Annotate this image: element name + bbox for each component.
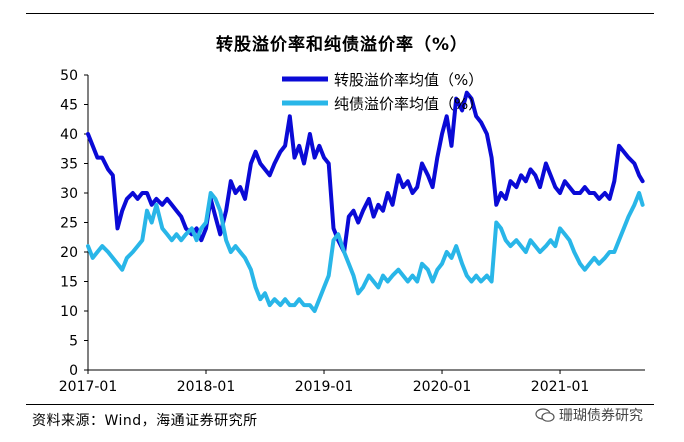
y-tick-label: 35 bbox=[60, 157, 78, 173]
watermark: 珊瑚债券研究 bbox=[535, 405, 643, 425]
legend-item-1: 转股溢价率均值（%） bbox=[282, 71, 483, 89]
x-tick-label: 2017-01 bbox=[59, 379, 118, 395]
y-tick-label: 15 bbox=[60, 275, 78, 291]
y-tick-label: 0 bbox=[69, 363, 78, 379]
x-axis-ticks: 2017-01 2018-01 2019-01 2020-01 2021-01 bbox=[59, 370, 590, 395]
legend-item-2: 纯债溢价率均值（%） bbox=[282, 95, 483, 113]
top-rule bbox=[26, 13, 654, 14]
y-tick-label: 50 bbox=[60, 68, 78, 84]
x-tick-label: 2020-01 bbox=[413, 379, 472, 395]
watermark-text: 珊瑚债券研究 bbox=[559, 408, 643, 424]
y-tick-label: 40 bbox=[60, 127, 78, 143]
wechat-icon bbox=[535, 408, 555, 422]
y-tick-label: 30 bbox=[60, 186, 78, 202]
y-tick-label: 10 bbox=[60, 304, 78, 320]
y-axis-ticks: 0 5 10 15 20 25 30 35 40 45 50 bbox=[60, 68, 88, 379]
x-tick-label: 2019-01 bbox=[295, 379, 354, 395]
y-tick-label: 5 bbox=[69, 334, 78, 350]
axes bbox=[87, 75, 645, 371]
bottom-rule bbox=[26, 404, 654, 405]
series-line-1 bbox=[86, 90, 645, 254]
source-note: 资料来源：Wind，海通证券研究所 bbox=[32, 413, 258, 429]
y-tick-label: 20 bbox=[60, 245, 78, 261]
y-tick-label: 45 bbox=[60, 98, 78, 114]
legend-label: 纯债溢价率均值（%） bbox=[334, 95, 483, 113]
chart-title: 转股溢价率和纯债溢价率（%） bbox=[215, 35, 469, 55]
y-tick-label: 25 bbox=[60, 216, 78, 232]
series-line-2 bbox=[86, 191, 645, 313]
x-tick-label: 2018-01 bbox=[177, 379, 236, 395]
legend: 转股溢价率均值（%） 纯债溢价率均值（%） bbox=[282, 71, 483, 113]
x-tick-label: 2021-01 bbox=[531, 379, 590, 395]
legend-label: 转股溢价率均值（%） bbox=[334, 71, 483, 89]
series-lines bbox=[86, 90, 645, 313]
